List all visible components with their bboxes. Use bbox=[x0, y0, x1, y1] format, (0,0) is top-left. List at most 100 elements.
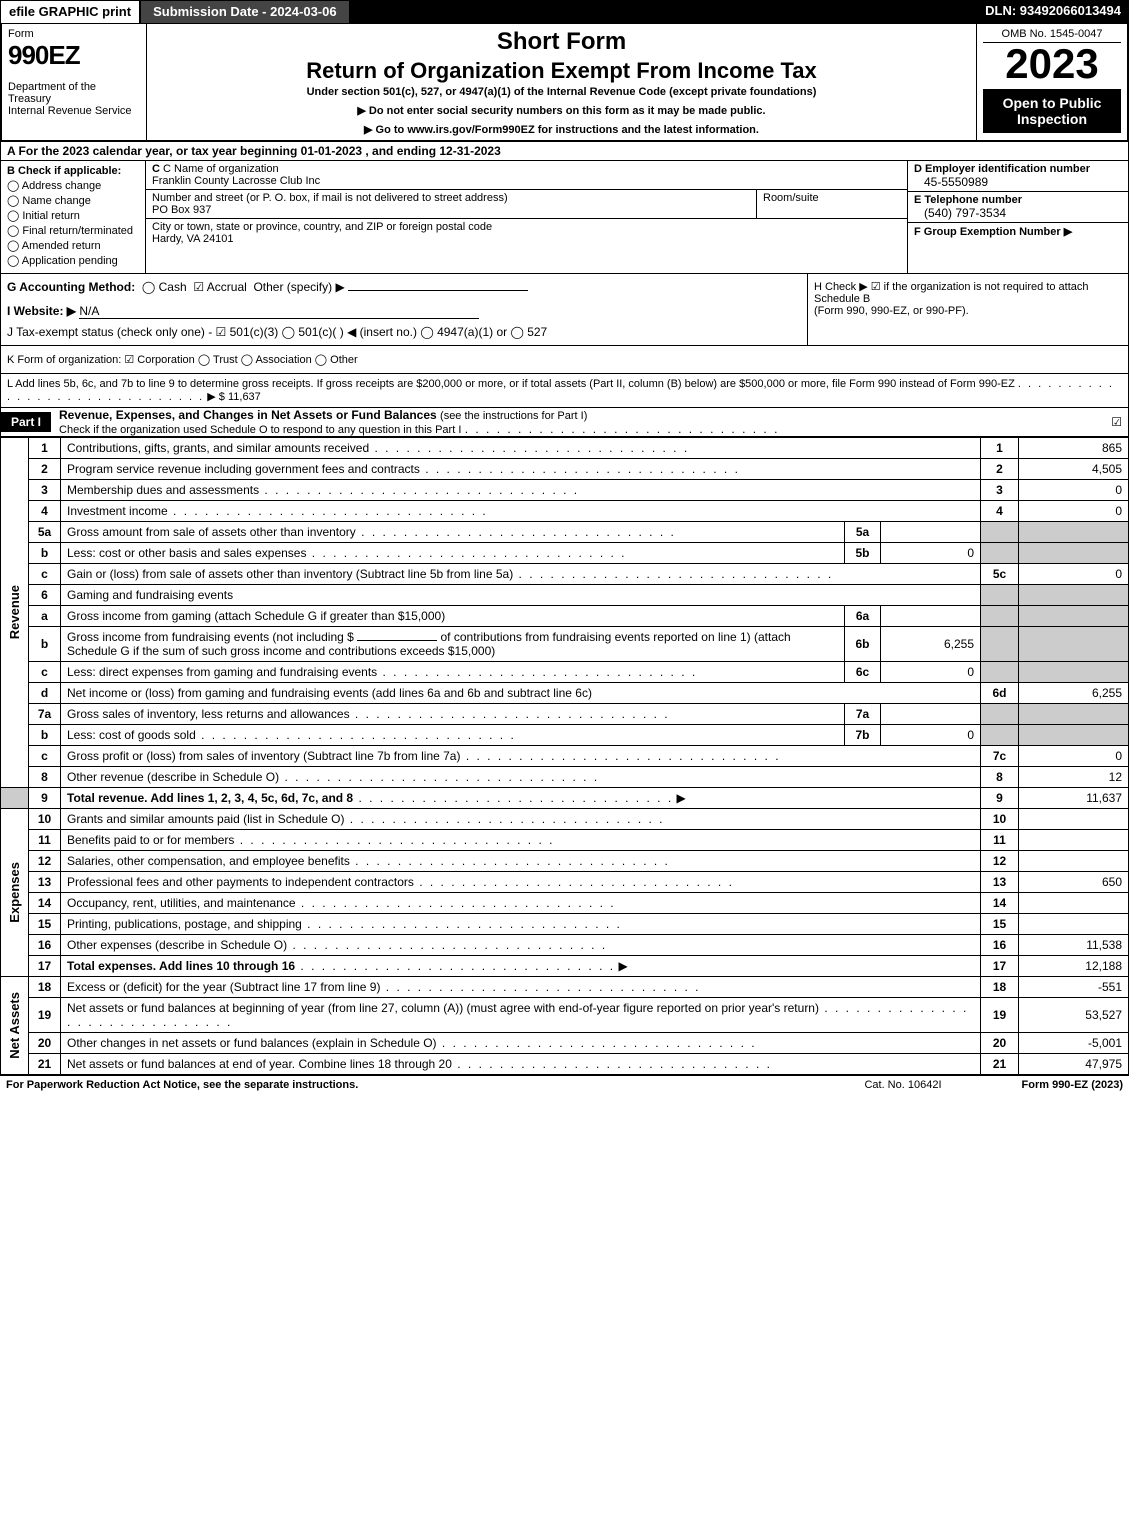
line-7b-desc: Less: cost of goods sold bbox=[67, 728, 196, 742]
line-18-val: -551 bbox=[1019, 977, 1129, 998]
line-7a-subval bbox=[881, 704, 981, 725]
line-5b-num: b bbox=[29, 543, 61, 564]
line-6a-sub: 6a bbox=[845, 606, 881, 627]
section-h-text2: (Form 990, 990-EZ, or 990-PF). bbox=[814, 305, 1122, 317]
part1-title: Revenue, Expenses, and Changes in Net As… bbox=[59, 408, 437, 422]
line-12-desc: Salaries, other compensation, and employ… bbox=[67, 854, 350, 868]
chk-initial-return[interactable]: ◯ Initial return bbox=[7, 209, 139, 222]
line-11-col: 11 bbox=[981, 830, 1019, 851]
grey-cell bbox=[1019, 725, 1129, 746]
return-title: Return of Organization Exempt From Incom… bbox=[157, 58, 966, 84]
line-2-num: 2 bbox=[29, 459, 61, 480]
line-5a-desc: Gross amount from sale of assets other t… bbox=[67, 525, 356, 539]
line-8-num: 8 bbox=[29, 767, 61, 788]
line-6b-sub: 6b bbox=[845, 627, 881, 662]
chk-application-pending[interactable]: ◯ Application pending bbox=[7, 254, 139, 267]
part1-table: Revenue 1 Contributions, gifts, grants, … bbox=[0, 437, 1129, 1075]
line-14-desc: Occupancy, rent, utilities, and maintena… bbox=[67, 896, 296, 910]
line-6d-val: 6,255 bbox=[1019, 683, 1129, 704]
line-5c-desc: Gain or (loss) from sale of assets other… bbox=[67, 567, 513, 581]
grey-cell bbox=[981, 585, 1019, 606]
footer-left: For Paperwork Reduction Act Notice, see … bbox=[6, 1079, 864, 1091]
expenses-side-label: Expenses bbox=[1, 809, 29, 977]
line-16-col: 16 bbox=[981, 935, 1019, 956]
line-12-col: 12 bbox=[981, 851, 1019, 872]
grey-cell bbox=[981, 725, 1019, 746]
part1-header: Part I Revenue, Expenses, and Changes in… bbox=[0, 408, 1129, 437]
line-6b-num: b bbox=[29, 627, 61, 662]
efile-print-label[interactable]: efile GRAPHIC print bbox=[0, 0, 140, 24]
line-19-num: 19 bbox=[29, 998, 61, 1033]
line-2-col: 2 bbox=[981, 459, 1019, 480]
short-form-title: Short Form bbox=[157, 28, 966, 56]
line-6-num: 6 bbox=[29, 585, 61, 606]
line-7b-num: b bbox=[29, 725, 61, 746]
line-14-num: 14 bbox=[29, 893, 61, 914]
line-10-desc: Grants and similar amounts paid (list in… bbox=[67, 812, 344, 826]
line-6a-num: a bbox=[29, 606, 61, 627]
line-9-desc: Total revenue. Add lines 1, 2, 3, 4, 5c,… bbox=[67, 791, 353, 805]
line-1-val: 865 bbox=[1019, 438, 1129, 459]
accrual-option[interactable]: Accrual bbox=[207, 280, 247, 294]
line-21-desc: Net assets or fund balances at end of ye… bbox=[67, 1057, 452, 1071]
form-word: Form bbox=[8, 28, 140, 40]
line-5a-sub: 5a bbox=[845, 522, 881, 543]
tax-year: 2023 bbox=[983, 43, 1121, 85]
line-19-desc: Net assets or fund balances at beginning… bbox=[67, 1001, 819, 1015]
goto-link[interactable]: ▶ Go to www.irs.gov/Form990EZ for instru… bbox=[157, 123, 966, 136]
header-center: Short Form Return of Organization Exempt… bbox=[147, 24, 977, 140]
chk-address-change[interactable]: ◯ Address change bbox=[7, 179, 139, 192]
line-15-col: 15 bbox=[981, 914, 1019, 935]
line-17-col: 17 bbox=[981, 956, 1019, 977]
line-14-col: 14 bbox=[981, 893, 1019, 914]
line-15-val bbox=[1019, 914, 1129, 935]
line-6c-subval: 0 bbox=[881, 662, 981, 683]
city-value: Hardy, VA 24101 bbox=[152, 233, 901, 245]
line-7c-num: c bbox=[29, 746, 61, 767]
chk-amended-return[interactable]: ◯ Amended return bbox=[7, 239, 139, 252]
line-18-num: 18 bbox=[29, 977, 61, 998]
schedule-o-checkbox[interactable]: ☑ bbox=[1111, 415, 1122, 429]
website-value: N/A bbox=[79, 304, 99, 318]
line-21-val: 47,975 bbox=[1019, 1054, 1129, 1075]
grey-cell bbox=[1019, 627, 1129, 662]
other-option[interactable]: Other (specify) ▶ bbox=[253, 280, 344, 294]
line-7c-col: 7c bbox=[981, 746, 1019, 767]
line-2-val: 4,505 bbox=[1019, 459, 1129, 480]
grey-cell bbox=[1019, 606, 1129, 627]
org-name: Franklin County Lacrosse Club Inc bbox=[152, 175, 901, 187]
form-number: 990EZ bbox=[8, 40, 140, 71]
grey-cell bbox=[1019, 543, 1129, 564]
line-5c-val: 0 bbox=[1019, 564, 1129, 585]
dln: DLN: 93492066013494 bbox=[977, 0, 1129, 24]
line-19-val: 53,527 bbox=[1019, 998, 1129, 1033]
line-11-desc: Benefits paid to or for members bbox=[67, 833, 234, 847]
do-not-enter-ssn: ▶ Do not enter social security numbers o… bbox=[157, 104, 966, 117]
accounting-method-label: G Accounting Method: bbox=[7, 280, 135, 294]
line-8-val: 12 bbox=[1019, 767, 1129, 788]
line-20-num: 20 bbox=[29, 1033, 61, 1054]
cash-option[interactable]: Cash bbox=[159, 280, 187, 294]
form-header: Form 990EZ Department of the Treasury In… bbox=[0, 24, 1129, 142]
line-9-num: 9 bbox=[29, 788, 61, 809]
section-gh: G Accounting Method: ◯ Cash ☑ Accrual Ot… bbox=[0, 273, 1129, 346]
line-4-desc: Investment income bbox=[67, 504, 168, 518]
chk-name-change[interactable]: ◯ Name change bbox=[7, 194, 139, 207]
line-11-val bbox=[1019, 830, 1129, 851]
line-4-col: 4 bbox=[981, 501, 1019, 522]
line-6-desc: Gaming and fundraising events bbox=[61, 585, 981, 606]
grey-cell bbox=[981, 662, 1019, 683]
line-15-desc: Printing, publications, postage, and shi… bbox=[67, 917, 302, 931]
line-17-desc: Total expenses. Add lines 10 through 16 bbox=[67, 959, 295, 973]
line-6a-subval bbox=[881, 606, 981, 627]
line-7a-num: 7a bbox=[29, 704, 61, 725]
line-4-num: 4 bbox=[29, 501, 61, 522]
section-bcdef: B Check if applicable: ◯ Address change … bbox=[0, 161, 1129, 273]
grey-cell bbox=[1019, 585, 1129, 606]
ein-label: D Employer identification number bbox=[914, 163, 1090, 175]
line-8-desc: Other revenue (describe in Schedule O) bbox=[67, 770, 279, 784]
header-left: Form 990EZ Department of the Treasury In… bbox=[2, 24, 147, 140]
footer-catno: Cat. No. 10642I bbox=[864, 1079, 941, 1091]
section-l-amount: 11,637 bbox=[228, 391, 261, 403]
chk-final-return[interactable]: ◯ Final return/terminated bbox=[7, 224, 139, 237]
